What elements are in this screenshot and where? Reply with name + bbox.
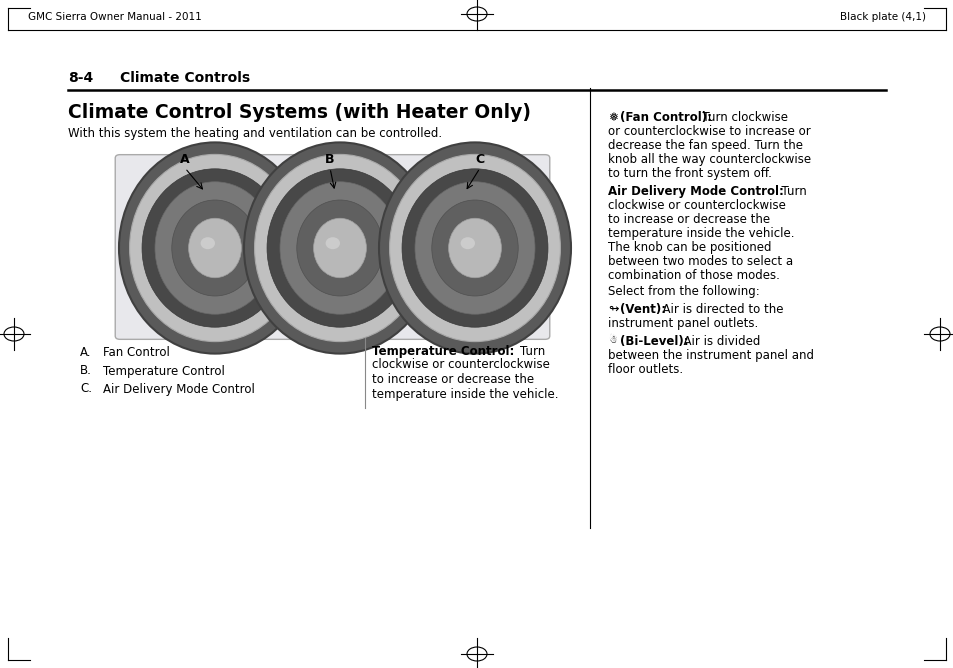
Ellipse shape (142, 169, 288, 327)
Text: C.: C. (80, 383, 91, 395)
Text: Select from the following:: Select from the following: (607, 285, 759, 298)
Ellipse shape (378, 142, 571, 353)
Ellipse shape (448, 218, 501, 278)
Text: Turn: Turn (519, 345, 545, 358)
Text: Temperature Control: Temperature Control (103, 365, 225, 377)
Text: B: B (325, 153, 335, 166)
Ellipse shape (267, 169, 413, 327)
Text: C: C (475, 153, 484, 166)
Text: A: A (180, 153, 190, 166)
Text: instrument panel outlets.: instrument panel outlets. (607, 317, 758, 330)
Text: ☃: ☃ (607, 335, 616, 345)
Ellipse shape (244, 142, 436, 353)
Text: Climate Controls: Climate Controls (120, 71, 250, 85)
Text: Climate Control Systems (with Heater Only): Climate Control Systems (with Heater Onl… (68, 102, 531, 122)
Ellipse shape (172, 200, 258, 296)
Text: Air is directed to the: Air is directed to the (655, 303, 782, 316)
Text: to turn the front system off.: to turn the front system off. (607, 167, 771, 180)
Ellipse shape (130, 154, 300, 341)
Text: clockwise or counterclockwise: clockwise or counterclockwise (372, 358, 549, 371)
Text: decrease the fan speed. Turn the: decrease the fan speed. Turn the (607, 139, 802, 152)
Text: With this system the heating and ventilation can be controlled.: With this system the heating and ventila… (68, 126, 441, 140)
Ellipse shape (432, 200, 517, 296)
Ellipse shape (325, 237, 339, 249)
Text: (Fan Control):: (Fan Control): (619, 111, 711, 124)
Ellipse shape (119, 142, 311, 353)
Ellipse shape (389, 154, 559, 341)
Ellipse shape (154, 182, 274, 314)
Ellipse shape (401, 169, 547, 327)
Text: Air is divided: Air is divided (676, 335, 760, 348)
Text: GMC Sierra Owner Manual - 2011: GMC Sierra Owner Manual - 2011 (28, 12, 201, 22)
Text: 8-4: 8-4 (68, 71, 93, 85)
Ellipse shape (189, 218, 241, 278)
Ellipse shape (296, 200, 383, 296)
Text: Black plate (4,1): Black plate (4,1) (840, 12, 925, 22)
Text: between the instrument panel and: between the instrument panel and (607, 349, 813, 362)
FancyBboxPatch shape (115, 155, 549, 339)
Ellipse shape (254, 154, 425, 341)
Text: Fan Control: Fan Control (103, 347, 170, 359)
Ellipse shape (200, 237, 214, 249)
Text: ↬: ↬ (607, 303, 618, 316)
Text: floor outlets.: floor outlets. (607, 363, 682, 376)
Text: temperature inside the vehicle.: temperature inside the vehicle. (372, 388, 558, 401)
Text: clockwise or counterclockwise: clockwise or counterclockwise (607, 199, 785, 212)
Text: B.: B. (80, 365, 91, 377)
Text: knob all the way counterclockwise: knob all the way counterclockwise (607, 153, 810, 166)
Ellipse shape (314, 218, 366, 278)
Text: Air Delivery Mode Control: Air Delivery Mode Control (103, 383, 254, 395)
Ellipse shape (280, 182, 399, 314)
Text: combination of those modes.: combination of those modes. (607, 269, 779, 282)
Ellipse shape (460, 237, 475, 249)
Text: to increase or decrease the: to increase or decrease the (607, 213, 769, 226)
Text: between two modes to select a: between two modes to select a (607, 255, 792, 268)
Text: Turn: Turn (773, 185, 806, 198)
Text: A.: A. (80, 347, 91, 359)
Text: or counterclockwise to increase or: or counterclockwise to increase or (607, 125, 810, 138)
Text: (Vent):: (Vent): (619, 303, 665, 316)
Text: ❅: ❅ (607, 111, 618, 124)
Text: Turn clockwise: Turn clockwise (695, 111, 787, 124)
Text: to increase or decrease the: to increase or decrease the (372, 373, 534, 386)
Text: (Bi-Level):: (Bi-Level): (619, 335, 688, 348)
Text: The knob can be positioned: The knob can be positioned (607, 241, 771, 254)
Ellipse shape (415, 182, 535, 314)
Text: temperature inside the vehicle.: temperature inside the vehicle. (607, 227, 794, 240)
Text: Temperature Control:: Temperature Control: (372, 345, 514, 358)
Text: Air Delivery Mode Control:: Air Delivery Mode Control: (607, 185, 783, 198)
